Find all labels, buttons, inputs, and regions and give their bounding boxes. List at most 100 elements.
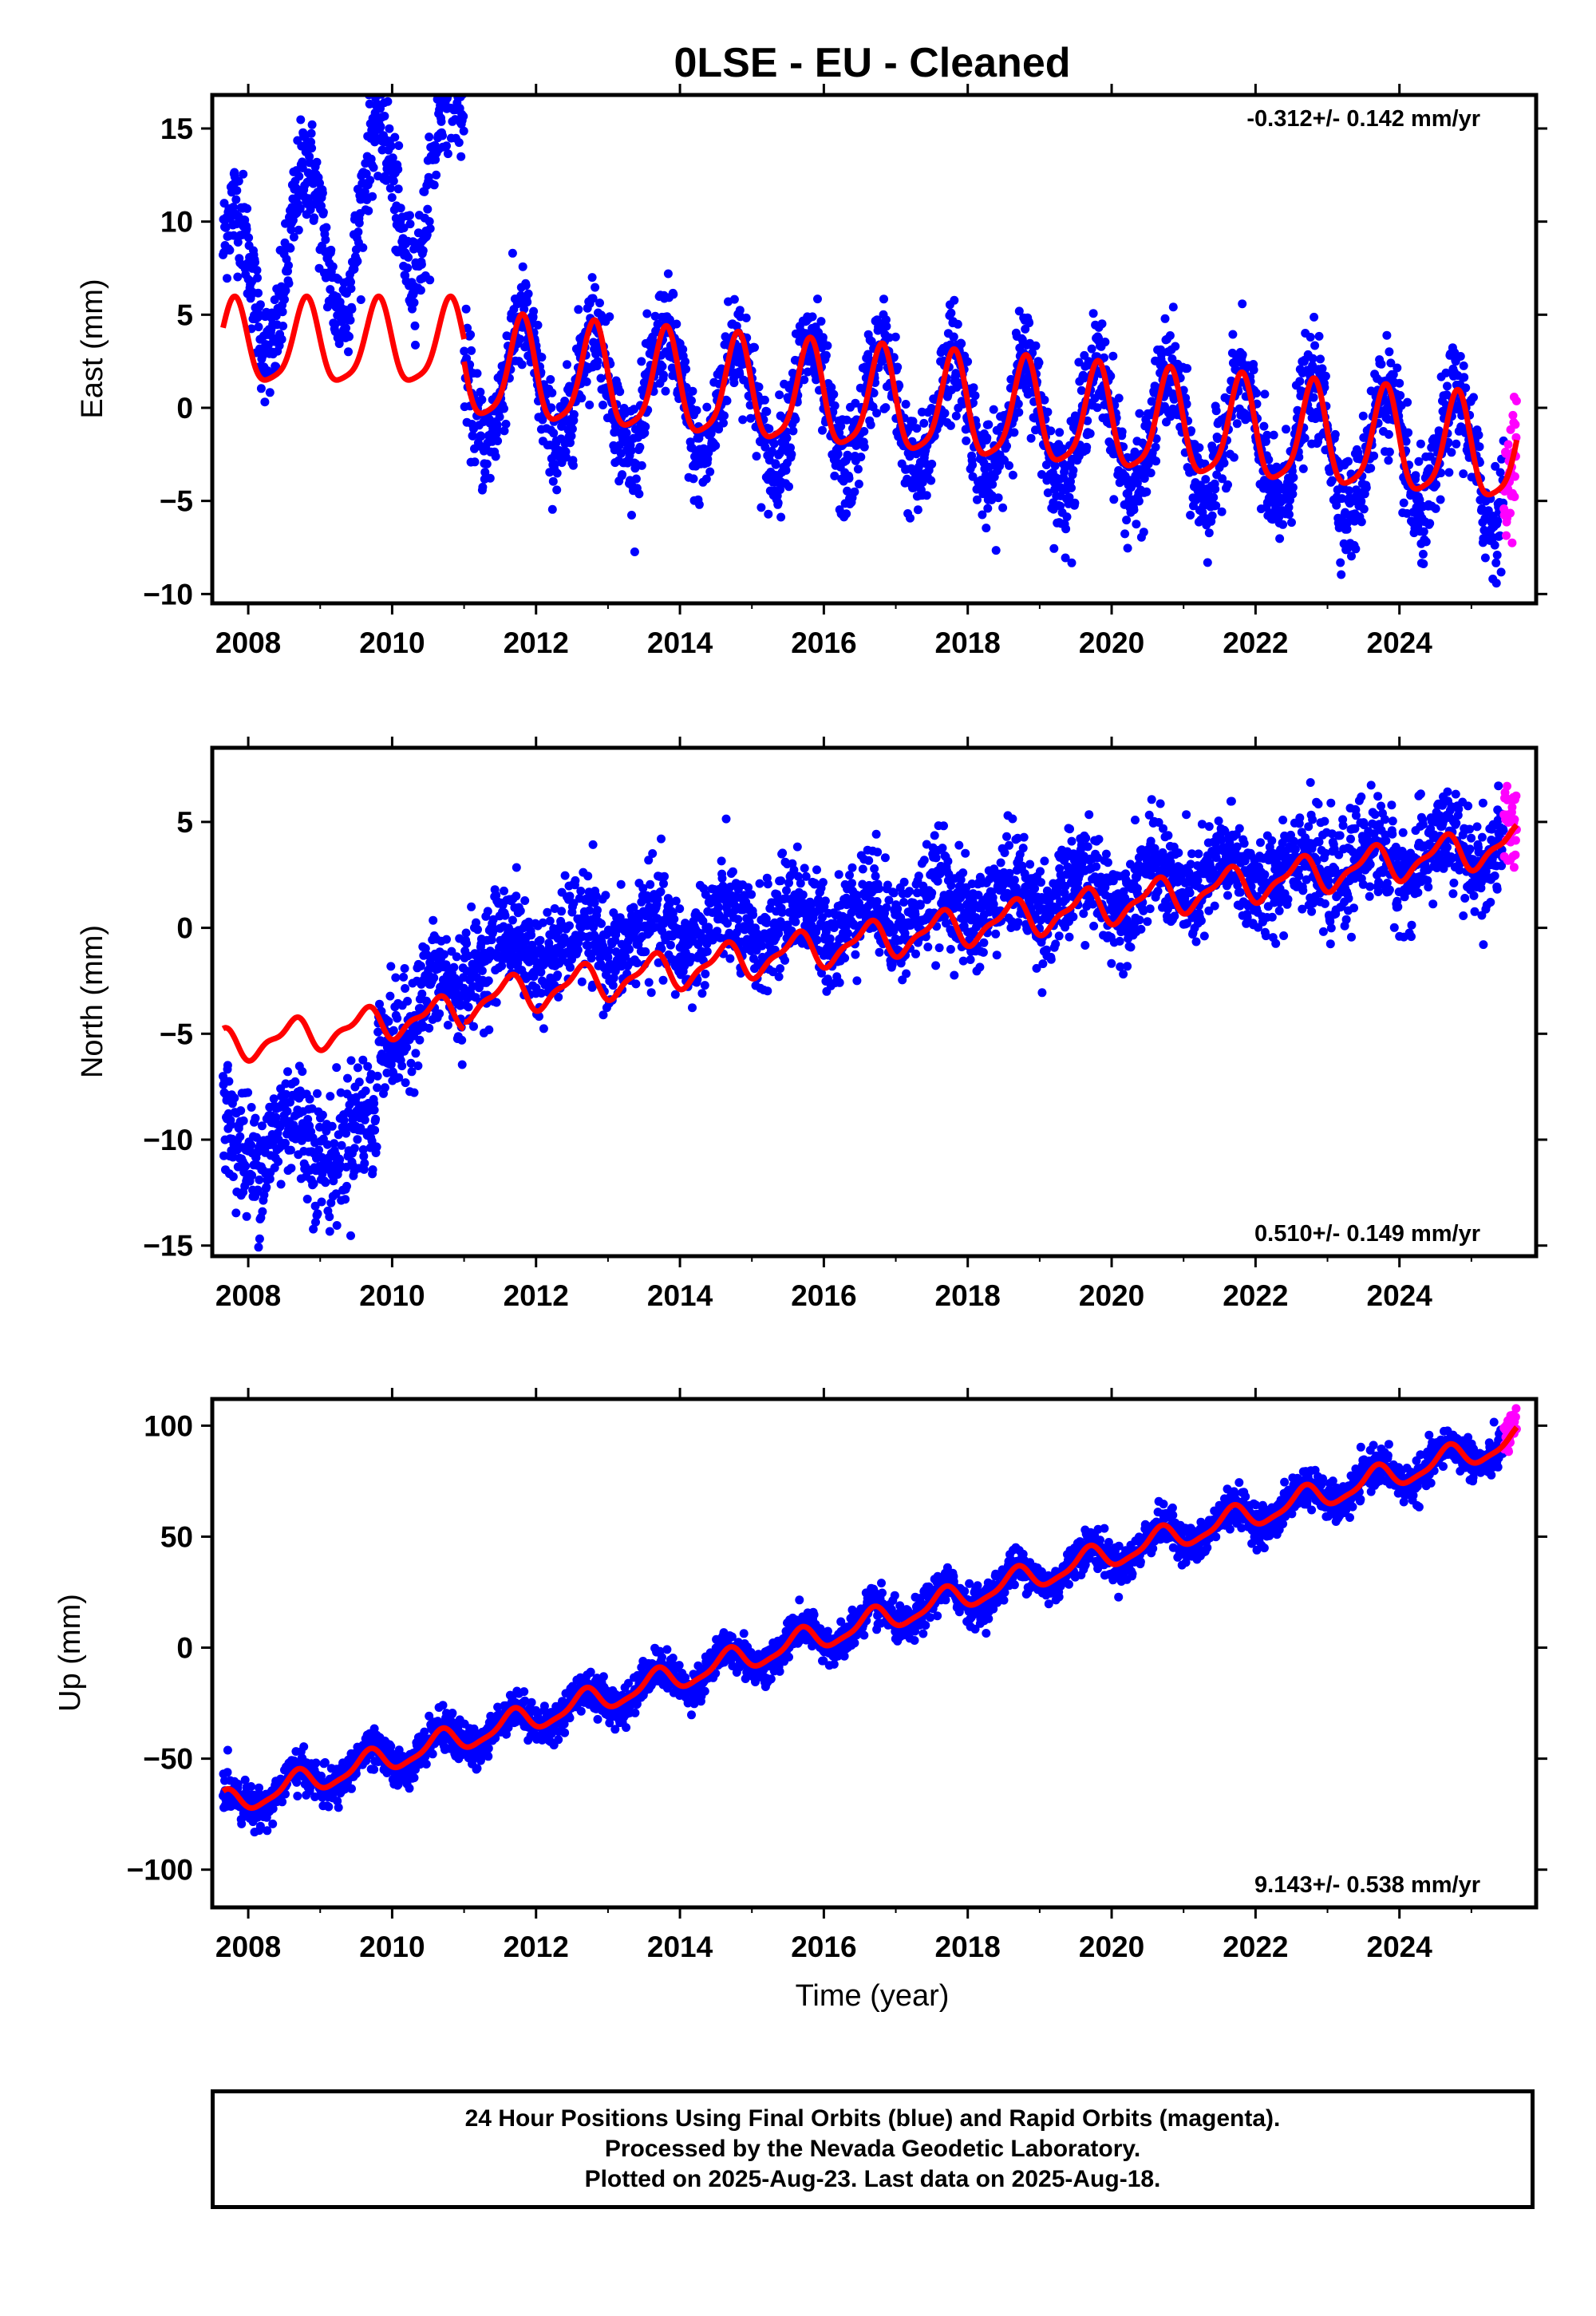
final-orbit-point bbox=[260, 397, 270, 407]
final-orbit-point bbox=[354, 227, 363, 237]
final-orbit-point bbox=[251, 1113, 260, 1123]
east-panel: 2008 2010 2012 2014 2016 2018 2020 2022 2024−10−… bbox=[76, 40, 1547, 659]
final-orbit-point bbox=[520, 896, 530, 905]
final-orbit-point bbox=[1186, 511, 1195, 520]
final-orbit-point bbox=[631, 979, 641, 989]
final-orbit-point bbox=[307, 120, 317, 129]
final-orbit-point bbox=[440, 85, 449, 93]
final-orbit-point bbox=[608, 981, 618, 990]
final-orbit-point bbox=[1480, 553, 1490, 563]
final-orbit-point bbox=[776, 964, 785, 974]
final-orbit-point bbox=[711, 441, 721, 450]
y-tick-label: −15 bbox=[143, 1230, 193, 1263]
final-orbit-point bbox=[462, 939, 472, 948]
final-orbit-point bbox=[386, 962, 396, 971]
final-orbit-point bbox=[1005, 460, 1013, 470]
final-orbit-point bbox=[803, 367, 812, 377]
final-orbit-point bbox=[1050, 461, 1060, 471]
final-orbit-point bbox=[1310, 341, 1320, 350]
final-orbit-point bbox=[688, 386, 697, 396]
final-orbit-point bbox=[346, 315, 355, 325]
final-orbit-point bbox=[1260, 389, 1270, 399]
final-orbit-point bbox=[644, 978, 654, 987]
final-orbit-point bbox=[444, 80, 453, 89]
final-orbit-point bbox=[483, 907, 492, 916]
final-orbit-point bbox=[787, 449, 796, 459]
final-orbit-point bbox=[660, 871, 669, 881]
final-orbit-point bbox=[913, 505, 922, 515]
final-orbit-point bbox=[318, 188, 327, 198]
final-orbit-point bbox=[622, 429, 631, 437]
final-orbit-point bbox=[747, 890, 757, 899]
final-orbit-point bbox=[239, 169, 248, 179]
final-orbit-point bbox=[635, 442, 645, 452]
final-orbit-point bbox=[1043, 407, 1053, 417]
final-orbit-point bbox=[1456, 352, 1465, 361]
rapid-orbit-point bbox=[1506, 508, 1515, 518]
final-orbit-point bbox=[457, 1060, 467, 1069]
final-orbit-point bbox=[851, 398, 860, 408]
final-orbit-point bbox=[859, 442, 869, 452]
x-tick-label: 2016 bbox=[791, 626, 856, 659]
final-orbit-point bbox=[410, 321, 420, 330]
final-orbit-point bbox=[1067, 483, 1076, 492]
final-orbit-point bbox=[687, 396, 696, 405]
final-orbit-point bbox=[675, 904, 685, 914]
final-orbit-point bbox=[818, 878, 828, 887]
final-orbit-point bbox=[440, 950, 448, 959]
final-orbit-point bbox=[400, 964, 409, 973]
final-orbit-point bbox=[678, 345, 688, 354]
final-orbit-point bbox=[330, 320, 340, 330]
final-orbit-point bbox=[415, 1035, 425, 1045]
final-orbit-point bbox=[1109, 495, 1119, 504]
final-orbit-point bbox=[346, 284, 356, 294]
final-orbit-point bbox=[539, 1024, 548, 1034]
final-orbit-point bbox=[385, 184, 395, 193]
final-orbit-point bbox=[358, 243, 368, 252]
final-orbit-point bbox=[1055, 428, 1065, 437]
final-orbit-point bbox=[254, 1243, 263, 1252]
final-orbit-point bbox=[346, 277, 355, 287]
final-orbit-point bbox=[312, 157, 322, 167]
final-orbit-point bbox=[302, 1195, 312, 1203]
final-orbit-point bbox=[425, 132, 434, 142]
final-orbit-point bbox=[912, 424, 922, 433]
final-orbit-point bbox=[1026, 433, 1036, 443]
final-orbit-point bbox=[243, 1088, 253, 1097]
final-orbit-point bbox=[413, 228, 423, 238]
final-orbit-point bbox=[353, 256, 362, 266]
final-orbit-point bbox=[1046, 426, 1056, 436]
final-orbit-point bbox=[1114, 393, 1124, 403]
final-orbit-point bbox=[968, 460, 978, 470]
final-orbit-point bbox=[307, 144, 317, 153]
final-orbit-point bbox=[1238, 350, 1247, 359]
final-orbit-point bbox=[516, 334, 525, 344]
final-orbit-point bbox=[236, 1106, 246, 1116]
final-orbit-point bbox=[344, 347, 353, 357]
final-orbit-point bbox=[282, 1107, 292, 1116]
final-orbit-point bbox=[982, 524, 991, 533]
final-orbit-point bbox=[327, 1121, 337, 1131]
final-orbit-point bbox=[571, 875, 580, 885]
final-orbit-point bbox=[328, 262, 338, 271]
final-orbit-point bbox=[1031, 341, 1041, 350]
final-orbit-point bbox=[1120, 529, 1130, 539]
final-orbit-point bbox=[1447, 448, 1456, 457]
final-orbit-point bbox=[402, 1043, 412, 1052]
final-orbit-point bbox=[800, 375, 809, 385]
final-orbit-point bbox=[681, 365, 691, 373]
final-orbit-point bbox=[452, 40, 461, 49]
final-orbit-point bbox=[582, 377, 591, 386]
final-orbit-point bbox=[1097, 319, 1107, 329]
final-orbit-point bbox=[670, 915, 679, 924]
final-orbit-point bbox=[318, 207, 328, 217]
x-tick-label: 2018 bbox=[935, 626, 1001, 659]
final-orbit-point bbox=[256, 384, 266, 393]
final-orbit-point bbox=[442, 141, 451, 151]
final-orbit-point bbox=[244, 233, 254, 243]
final-orbit-point bbox=[1009, 428, 1019, 437]
final-orbit-point bbox=[566, 962, 575, 972]
final-orbit-point bbox=[1085, 429, 1095, 438]
final-orbit-point bbox=[247, 1140, 256, 1150]
final-orbit-point bbox=[836, 421, 846, 431]
